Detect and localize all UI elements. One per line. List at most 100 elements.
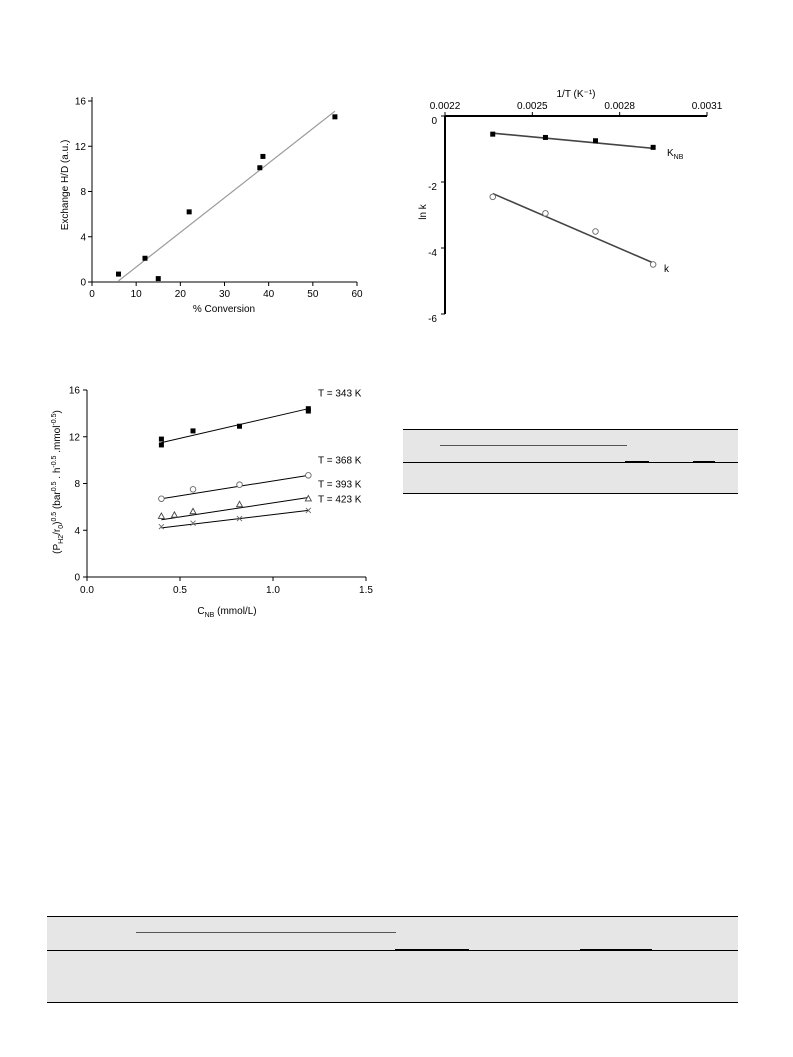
fit-line <box>492 132 654 150</box>
data-point <box>170 510 179 518</box>
data-point <box>116 271 121 277</box>
y-tick-label: 8 <box>74 479 80 490</box>
data-point <box>650 144 656 150</box>
chart-b-ylabel: ln k <box>418 203 429 220</box>
data-point <box>155 276 161 282</box>
ylabel-part: /r <box>52 528 63 535</box>
cnb-sub: NB <box>205 612 215 619</box>
series-label: T = 368 K <box>318 455 362 466</box>
data-point <box>157 512 166 519</box>
series-label-k: k <box>664 264 670 275</box>
cnb-main: C <box>197 606 204 617</box>
data-point <box>305 472 312 479</box>
data-point <box>190 520 196 527</box>
x-tick-label: 10 <box>131 289 143 300</box>
data-point <box>158 523 165 530</box>
data-point <box>649 261 657 268</box>
data-point <box>186 209 192 215</box>
ylabel-part: .mmol <box>52 426 63 456</box>
ylabel-part: (P <box>52 544 63 554</box>
fit-line <box>492 192 654 264</box>
ylabel-part: -0.5 <box>51 455 58 467</box>
data-point <box>593 138 599 144</box>
data-point <box>592 228 599 235</box>
ylabel-part: 0 <box>58 525 65 529</box>
table-rule-bottom <box>47 1002 738 1003</box>
y-tick-label: -6 <box>428 314 437 325</box>
x-tick-label: 0.0028 <box>604 101 635 112</box>
table-rule-seg-1 <box>625 461 649 463</box>
data-point <box>332 114 338 120</box>
x-tick-label: 1.5 <box>359 585 373 596</box>
data-point <box>142 255 148 261</box>
knb-main: K <box>667 148 674 159</box>
x-tick-label: 20 <box>175 289 187 300</box>
x-tick-label: 1.0 <box>266 585 280 596</box>
data-point <box>158 442 164 448</box>
chart-a-xlabel: % Conversion <box>193 304 255 315</box>
ylabel-part: ) <box>52 522 63 525</box>
y-tick-label: 12 <box>69 432 81 443</box>
series-label: T = 343 K <box>318 389 362 400</box>
data-point <box>304 494 313 502</box>
y-tick-label: 8 <box>80 187 86 198</box>
series-label: T = 393 K <box>318 480 362 491</box>
table-rule-span <box>136 932 396 933</box>
fit-line <box>161 509 309 529</box>
series-label-knb: KNB <box>667 148 684 161</box>
table-rule-seg-2 <box>580 949 652 951</box>
y-tick-label: 0 <box>80 278 86 289</box>
table-rule-mid <box>47 950 738 951</box>
data-point <box>235 500 244 508</box>
data-point <box>305 406 311 412</box>
data-point <box>489 193 496 201</box>
table-rule-mid <box>403 462 738 463</box>
y-tick-label: -2 <box>428 182 437 193</box>
ylabel-part: 0.5 <box>51 481 58 491</box>
data-point <box>237 423 243 429</box>
x-tick-label: 0 <box>89 289 95 300</box>
table-rule-top <box>47 916 738 917</box>
fit-line <box>118 110 336 282</box>
x-tick-label: 30 <box>219 289 231 300</box>
fit-line <box>161 474 309 500</box>
chart-c-ylabel: (PH2/r0)0.5 (bar0.5 . h-0.5 .mmol-0.5) <box>51 410 65 554</box>
data-point <box>490 131 496 137</box>
table-rule-top <box>403 429 738 430</box>
data-point <box>189 507 197 515</box>
table-rule-seg-1 <box>395 949 469 951</box>
x-tick-label: 0.0025 <box>517 101 548 112</box>
ylabel-part: H2 <box>58 535 65 544</box>
table-block-bottom <box>47 916 738 1003</box>
table-rule-bottom <box>403 493 738 494</box>
data-point <box>305 507 312 514</box>
series-label: T = 423 K <box>318 494 362 505</box>
chart-b-xlabel: 1/T (K⁻¹) <box>557 89 596 100</box>
x-tick-label: 0.0 <box>80 585 94 596</box>
data-point <box>190 428 196 434</box>
chart-c-xlabel: CNB (mmol/L) <box>197 606 256 619</box>
x-tick-label: 0.0031 <box>692 101 723 112</box>
ylabel-part: ) <box>52 410 63 413</box>
y-tick-label: 0 <box>431 116 437 127</box>
data-point <box>542 134 548 140</box>
table-rule-seg-2 <box>693 461 715 463</box>
fit-line <box>161 497 309 521</box>
y-tick-label: 4 <box>74 526 80 537</box>
y-tick-label: 12 <box>75 142 87 153</box>
table-rule-span <box>440 445 627 446</box>
data-point <box>257 165 263 171</box>
data-point <box>236 515 243 522</box>
y-tick-label: 16 <box>75 97 87 108</box>
fit-line <box>161 408 309 444</box>
ylabel-part: 0.5 <box>51 512 58 522</box>
cnb-rest: (mmol/L) <box>214 606 256 617</box>
data-point <box>542 210 549 217</box>
ylabel-part: -0.5 <box>51 413 58 425</box>
x-tick-label: 0.5 <box>173 585 187 596</box>
chart-a-ylabel: Exchange H/D (a.u.) <box>60 140 71 231</box>
data-point <box>158 436 164 442</box>
